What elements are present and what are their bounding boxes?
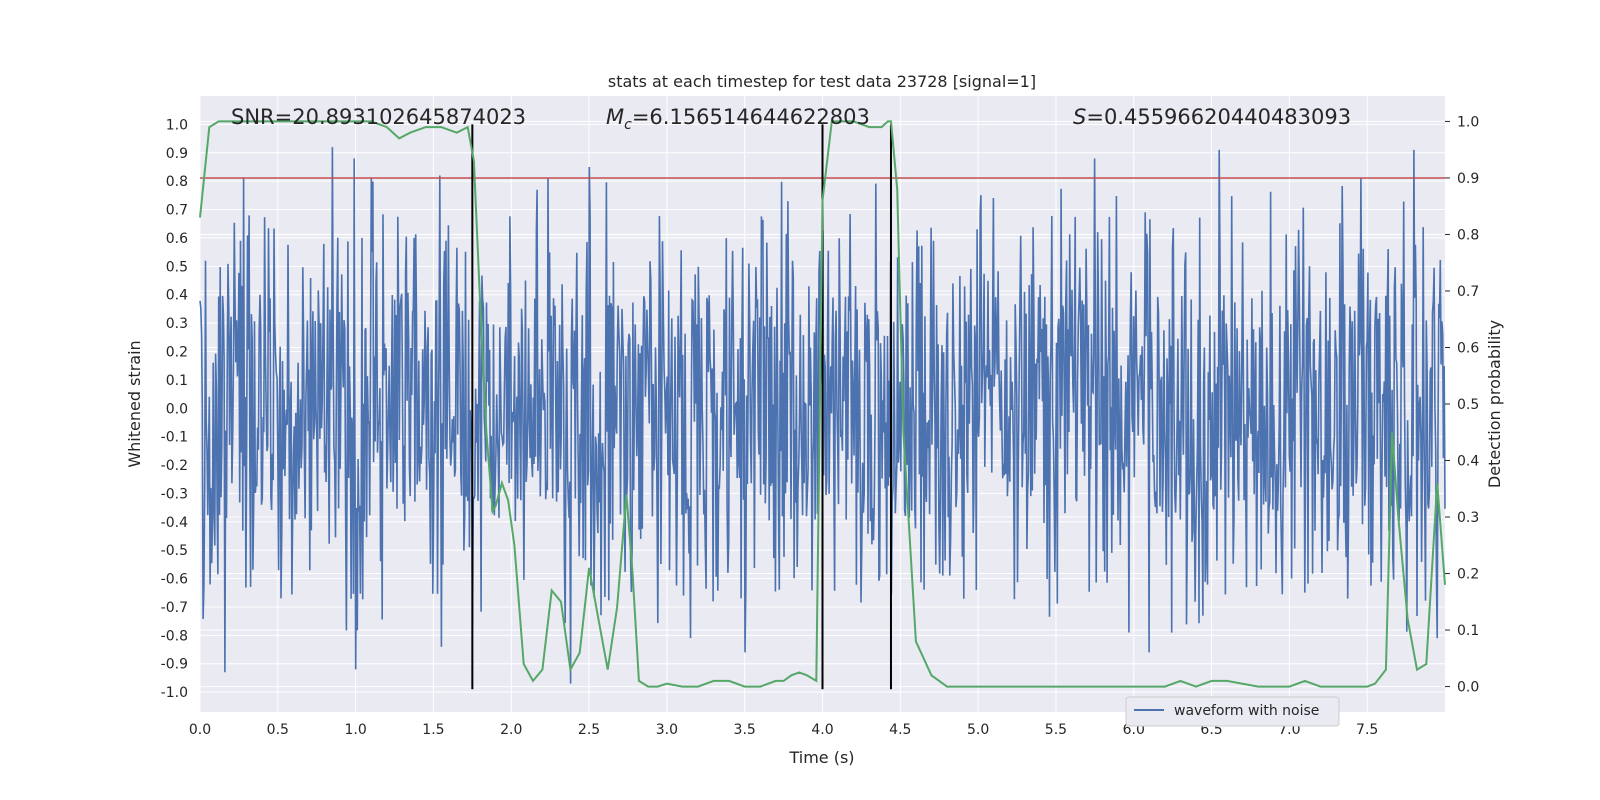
x-axis-label: Time (s): [788, 748, 854, 767]
y2-tick-label: 0.3: [1457, 510, 1479, 526]
y2-tick-label: 0.7: [1457, 284, 1479, 300]
y-tick-label: 0.3: [166, 316, 188, 332]
x-tick-label: 4.5: [889, 722, 911, 738]
y-axis-label: Whitened strain: [125, 340, 144, 467]
legend: waveform with noise: [1125, 696, 1340, 727]
y-tick-label: 0.4: [166, 288, 188, 304]
y-tick-label: -0.4: [161, 515, 188, 531]
x-axis-ticks: 0.0 0.5 1.0 1.5 2.0 2.5 3.0 3.5 4.0 4.5 5.0 5.5 6.0 6…: [189, 722, 1378, 738]
probability-series: [199, 120, 1446, 688]
y2-tick-label: 0.8: [1457, 227, 1479, 243]
s-symbol: S: [1073, 105, 1086, 129]
x-tick-label: 3.5: [734, 722, 756, 738]
y2-tick-label: 0.5: [1457, 397, 1479, 413]
y2-tick-label: 0.4: [1457, 454, 1479, 470]
y2-tick-label: 0.9: [1457, 171, 1479, 187]
y2-tick-label: 0.2: [1457, 567, 1479, 583]
x-tick-label: 3.0: [656, 722, 678, 738]
mc-value: =6.156514644622803: [632, 105, 870, 129]
y-tick-label: -0.6: [161, 572, 188, 588]
y-tick-label: 0.7: [166, 203, 188, 219]
y-tick-label: -0.9: [161, 657, 188, 673]
mc-annotation: Mc=6.156514644622803: [606, 105, 870, 133]
x-tick-label: 0.5: [267, 722, 289, 738]
s-annotation: S=0.45596620440483093: [1073, 105, 1351, 129]
y-tick-label: -0.8: [161, 628, 188, 644]
y-tick-label: 0.2: [166, 344, 188, 360]
x-tick-label: 5.5: [1045, 722, 1067, 738]
y-tick-label: -0.1: [161, 430, 188, 446]
y-tick-label: -0.3: [161, 486, 188, 502]
x-tick-label: 5.0: [967, 722, 989, 738]
y2-tick-label: 0.6: [1457, 340, 1479, 356]
legend-box: [1125, 696, 1340, 727]
x-tick-label: 2.5: [578, 722, 600, 738]
y2-tick-label: 0.0: [1457, 680, 1479, 696]
y-tick-label: -0.7: [161, 600, 188, 616]
y2-axis-label: Detection probability: [1485, 320, 1504, 488]
x-tick-label: 1.0: [344, 722, 366, 738]
snr-annotation: SNR=20.893102645874023: [231, 105, 526, 129]
x-tick-label: 2.0: [500, 722, 522, 738]
mc-symbol: M: [606, 105, 624, 129]
x-tick-label: 0.0: [189, 722, 211, 738]
y-axis-ticks: -1.0 -0.9 -0.8 -0.7 -0.6 -0.5 -0.4 -0.3 -0.2 -0.1…: [161, 117, 188, 701]
y-tick-label: 1.0: [166, 117, 188, 133]
y-tick-label: 0.8: [166, 174, 188, 190]
y-tick-label: -0.5: [161, 543, 188, 559]
y-tick-label: 0.1: [166, 373, 188, 389]
y-tick-label: 0.6: [166, 231, 188, 247]
y-tick-label: -0.2: [161, 458, 188, 474]
chart-title: stats at each timestep for test data 237…: [608, 72, 1036, 91]
y2-axis-ticks: 0.0 0.1 0.2 0.3 0.4 0.5 0.6 0.7 0.8 0.9 1.0: [1445, 114, 1479, 696]
y-tick-label: 0.5: [166, 259, 188, 275]
y-tick-label: 0.0: [166, 401, 188, 417]
s-value: =0.45596620440483093: [1086, 105, 1351, 129]
x-tick-label: 7.5: [1356, 722, 1378, 738]
y2-tick-label: 1.0: [1457, 114, 1479, 130]
y-tick-label: 0.9: [166, 146, 188, 162]
y2-tick-label: 0.1: [1457, 623, 1479, 639]
x-tick-label: 1.5: [422, 722, 444, 738]
legend-label: waveform with noise: [1174, 703, 1319, 719]
y-tick-label: -1.0: [161, 685, 188, 701]
mc-subscript: c: [624, 117, 632, 133]
x-tick-label: 4.0: [811, 722, 833, 738]
